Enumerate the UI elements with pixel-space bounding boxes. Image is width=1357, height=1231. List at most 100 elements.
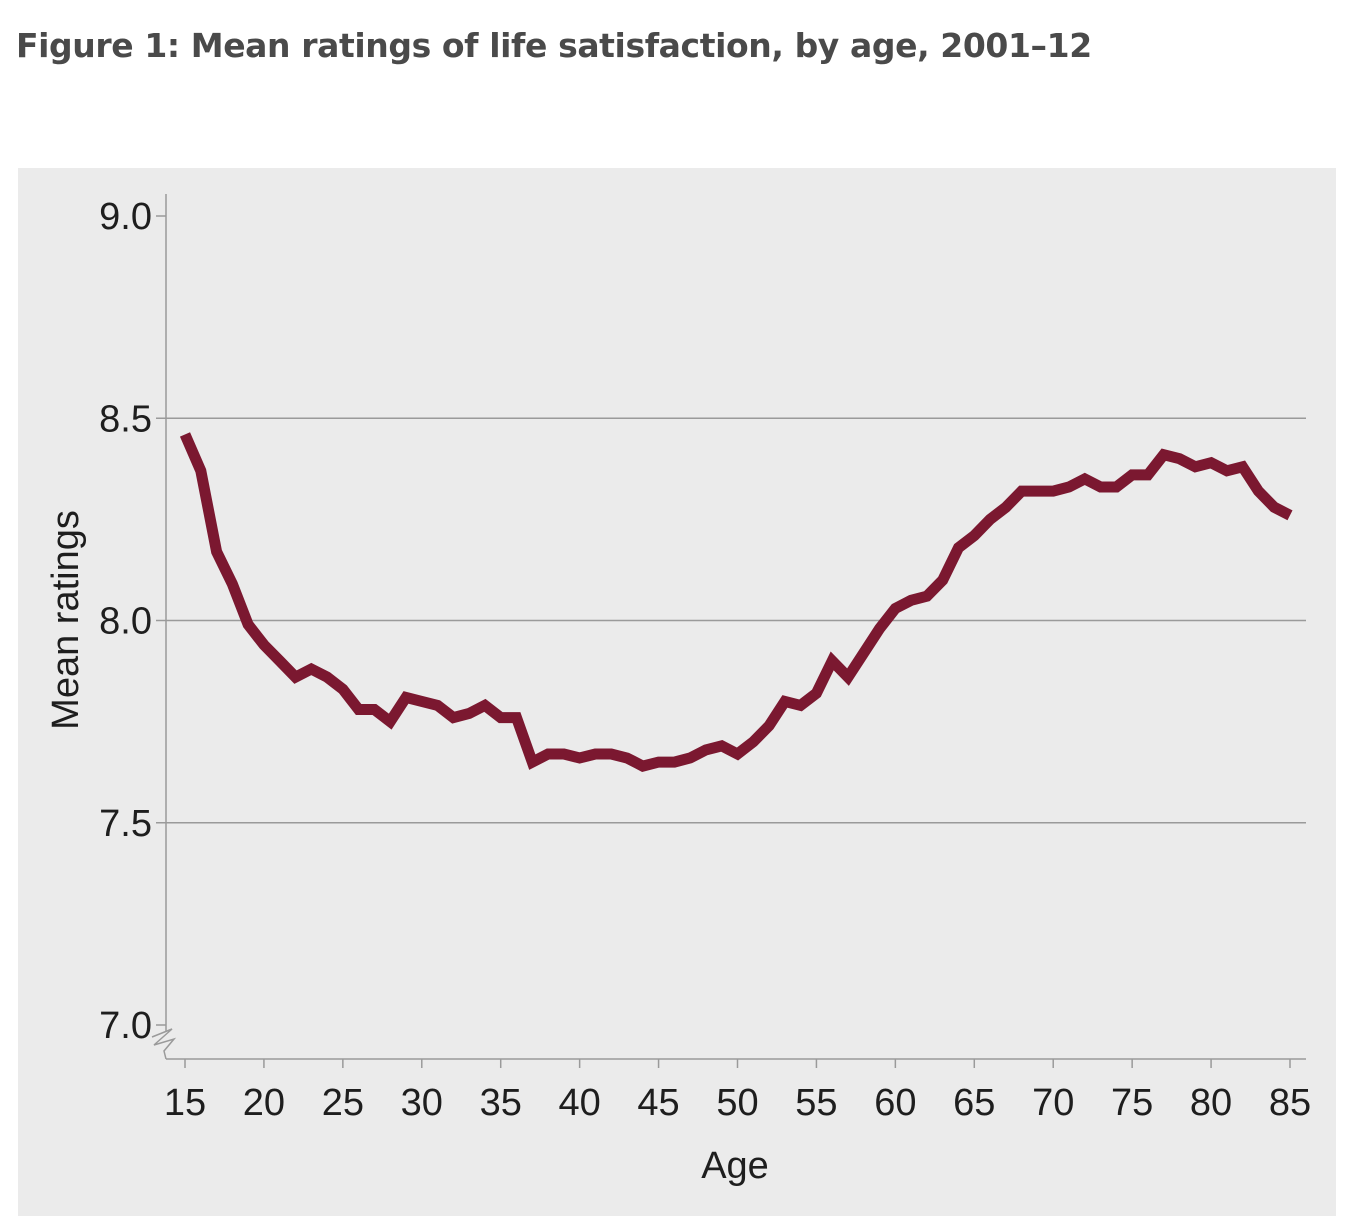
x-tick-label: 40 [559, 1082, 601, 1124]
y-tick-labels: 9.0 8.5 8.0 7.5 7.0 [99, 196, 152, 1047]
x-tick-label: 60 [874, 1082, 916, 1124]
data-point [1034, 488, 1040, 494]
data-point [908, 597, 914, 603]
data-point [435, 702, 441, 708]
data-point [1129, 472, 1135, 478]
data-point [1161, 452, 1167, 458]
x-axis-title: Age [701, 1145, 769, 1187]
line-chart: 9.0 8.5 8.0 7.5 7.0 15 20 25 30 35 40 45 50 55 60 65 70… [45, 194, 1311, 1187]
data-point [277, 658, 283, 664]
axes [151, 194, 1306, 1068]
data-point [1271, 504, 1277, 510]
data-point [877, 626, 883, 632]
data-point [308, 666, 314, 672]
x-tick-label: 45 [637, 1082, 679, 1124]
data-point [687, 755, 693, 761]
data-point [892, 605, 898, 611]
data-point [324, 674, 330, 680]
y-tick-label: 8.5 [99, 398, 152, 440]
data-point [735, 751, 741, 757]
data-point [356, 706, 362, 712]
y-tick-label: 9.0 [99, 196, 152, 238]
data-point [782, 698, 788, 704]
data-point [1050, 488, 1056, 494]
data-point [245, 622, 251, 628]
data-point [1145, 472, 1151, 478]
data-point [829, 658, 835, 664]
data-point [813, 690, 819, 696]
x-tick-label: 85 [1269, 1082, 1311, 1124]
data-point [1287, 512, 1293, 518]
data-point [656, 759, 662, 765]
data-point [229, 581, 235, 587]
data-point [261, 642, 267, 648]
y-tick-label: 8.0 [99, 601, 152, 643]
gridlines [166, 417, 1306, 824]
data-point [1255, 488, 1261, 494]
data-point [924, 593, 930, 599]
chart-title: Figure 1: Mean ratings of life satisfact… [16, 26, 1092, 65]
data-point [1082, 476, 1088, 482]
data-point [545, 751, 551, 757]
axis-break-mark [151, 1028, 177, 1060]
data-point [671, 759, 677, 765]
data-point [1208, 460, 1214, 466]
data-point [214, 549, 220, 555]
data-point [592, 751, 598, 757]
x-tick-label: 25 [322, 1082, 364, 1124]
data-point [1240, 464, 1246, 470]
chart-panel: 9.0 8.5 8.0 7.5 7.0 15 20 25 30 35 40 45 50 55 60 65 70… [18, 168, 1336, 1216]
x-tick-labels: 15 20 25 30 35 40 45 50 55 60 65 70 75 80 85 [164, 1082, 1311, 1124]
y-tick-label: 7.0 [99, 1005, 152, 1047]
data-point [1224, 468, 1230, 474]
x-tick-label: 80 [1190, 1082, 1232, 1124]
series-layer [179, 431, 1293, 772]
data-point [766, 723, 772, 729]
data-point [956, 545, 962, 551]
data-point [845, 674, 851, 680]
x-tick-label: 75 [1111, 1082, 1153, 1124]
data-point [482, 702, 488, 708]
data-point [514, 715, 520, 721]
data-point [750, 739, 756, 745]
data-point [182, 431, 188, 437]
x-tick-label: 55 [795, 1082, 837, 1124]
data-point [624, 755, 630, 761]
data-point [861, 650, 867, 656]
data-point [987, 516, 993, 522]
x-tick-label: 15 [164, 1082, 206, 1124]
data-point [1019, 488, 1025, 494]
data-point [798, 702, 804, 708]
data-point [498, 715, 504, 721]
x-tick-label: 70 [1032, 1082, 1074, 1124]
data-point [577, 755, 583, 761]
data-point [466, 711, 472, 717]
data-point [450, 715, 456, 721]
data-point [340, 686, 346, 692]
data-point [608, 751, 614, 757]
data-point [1003, 504, 1009, 510]
data-point [940, 577, 946, 583]
x-tick-label: 50 [716, 1082, 758, 1124]
series-line [179, 432, 1293, 772]
data-point [419, 698, 425, 704]
data-point [703, 747, 709, 753]
data-point [1113, 484, 1119, 490]
data-point [293, 674, 299, 680]
data-point [971, 533, 977, 539]
data-point [719, 743, 725, 749]
data-point [198, 468, 204, 474]
data-point [403, 694, 409, 700]
x-tick-label: 65 [953, 1082, 995, 1124]
x-tick-label: 35 [480, 1082, 522, 1124]
y-axis-title: Mean ratings [45, 510, 87, 730]
data-point [371, 706, 377, 712]
y-tick-label: 7.5 [99, 803, 152, 845]
data-point [561, 751, 567, 757]
data-point [1098, 484, 1104, 490]
data-point [640, 763, 646, 769]
x-tick-label: 30 [401, 1082, 443, 1124]
data-point [529, 759, 535, 765]
data-point [387, 719, 393, 725]
data-point [1066, 484, 1072, 490]
